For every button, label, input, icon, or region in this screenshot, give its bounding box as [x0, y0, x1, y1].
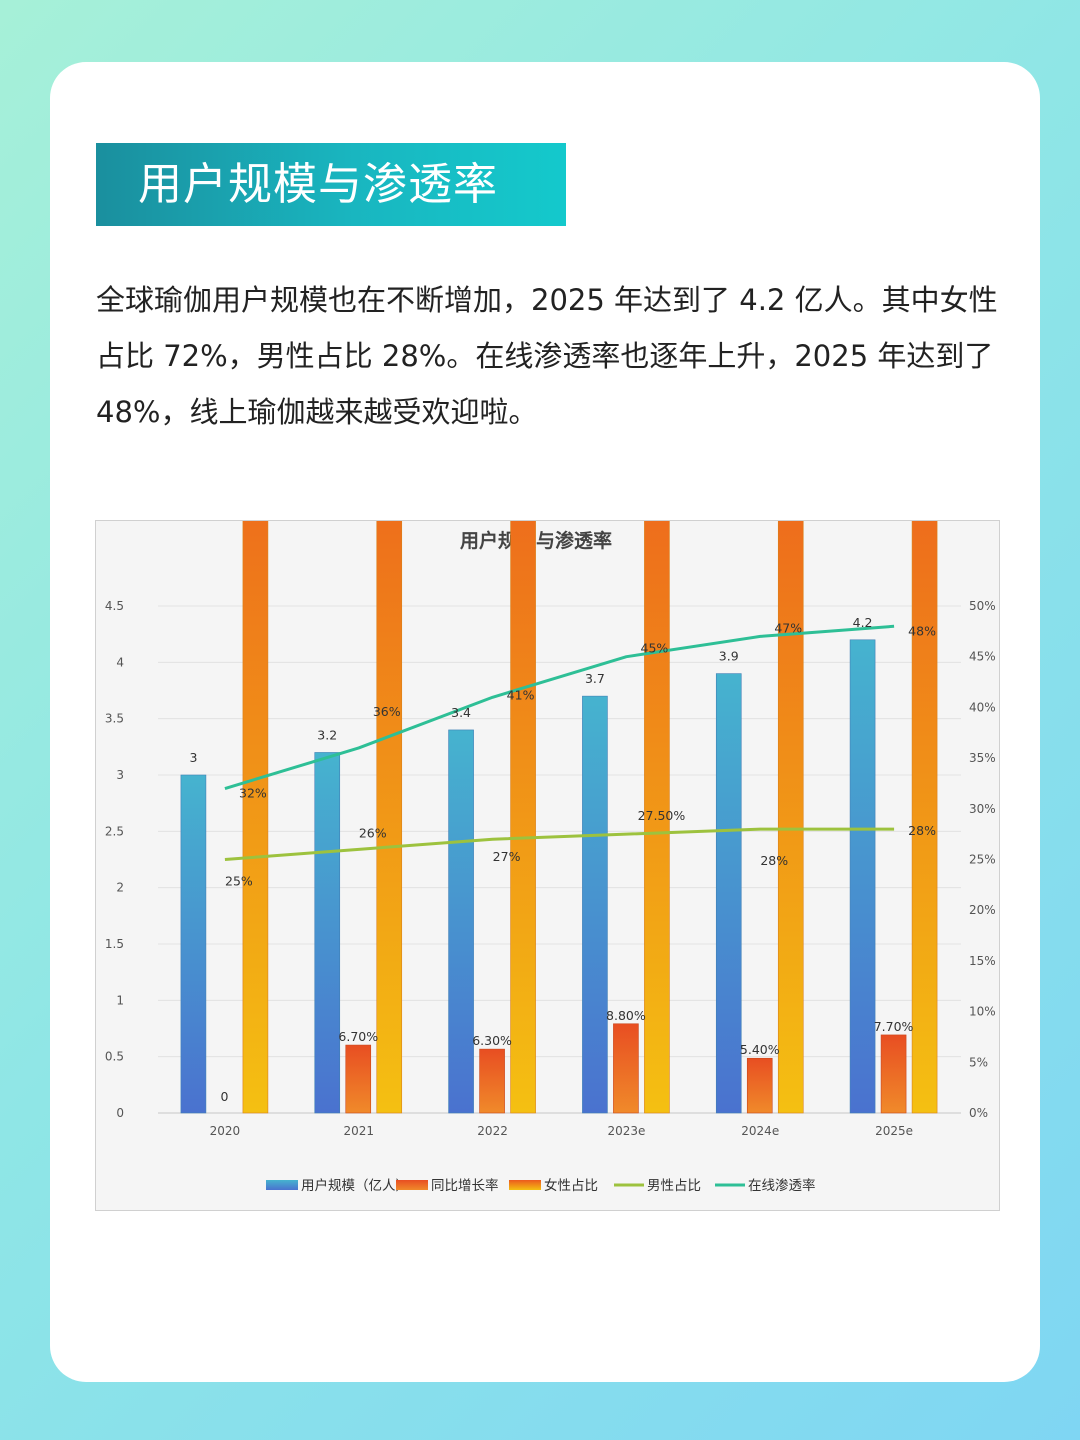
y-left-tick-label: 0 [116, 1106, 124, 1120]
bar-female [777, 521, 804, 1114]
y-right-tick-label: 40% [969, 700, 996, 714]
series-male-label: 27% [493, 849, 521, 864]
y-left-tick-label: 4 [116, 655, 124, 669]
bar-female [644, 521, 670, 1114]
y-right-tick-label: 35% [969, 751, 996, 765]
legend-swatch [266, 1180, 298, 1190]
series-online-label: 47% [774, 620, 802, 635]
y-right-tick-label: 20% [969, 903, 996, 917]
y-left-tick-label: 1 [116, 993, 124, 1007]
y-left-tick-label: 2 [116, 881, 124, 895]
bar-female [510, 521, 536, 1114]
series-male-label: 25% [225, 874, 253, 889]
bar-female [911, 521, 938, 1114]
y-right-tick-label: 15% [969, 954, 996, 968]
y-right-tick-label: 0% [969, 1106, 988, 1120]
series-online-label: 48% [908, 623, 936, 638]
bar-users-label: 3 [189, 750, 197, 765]
x-tick-label: 2021 [343, 1124, 374, 1138]
chart-title: 用户规模与渗透率 [460, 529, 612, 552]
x-tick-label: 2023e [607, 1124, 645, 1138]
series-male-label: 27.50% [638, 808, 686, 823]
section-heading: 用户规模与渗透率 [96, 143, 566, 226]
y-left-tick-label: 1.5 [105, 937, 124, 951]
content-card: 用户规模与渗透率 全球瑜伽用户规模也在不断增加，2025 年达到了 4.2 亿人… [50, 62, 1040, 1382]
bar-growth [613, 1023, 639, 1114]
series-male-label: 26% [359, 825, 387, 840]
bar-users [180, 774, 207, 1114]
legend-swatch [509, 1180, 541, 1190]
y-left-tick-label: 2.5 [105, 824, 124, 838]
y-right-tick-label: 45% [969, 650, 996, 664]
legend-label: 同比增长率 [431, 1177, 499, 1194]
y-right-tick-label: 50% [969, 599, 996, 613]
series-online-label: 36% [373, 704, 401, 719]
y-left-tick-label: 3 [116, 768, 124, 782]
bar-growth-label: 8.80% [606, 1008, 646, 1023]
bar-growth-label: 0 [220, 1089, 228, 1104]
intro-paragraph: 全球瑜伽用户规模也在不断增加，2025 年达到了 4.2 亿人。其中女性占比 7… [96, 283, 998, 429]
series-male-label: 28% [760, 853, 788, 868]
y-right-tick-label: 30% [969, 802, 996, 816]
y-right-tick-label: 25% [969, 853, 996, 867]
bar-growth-label: 6.30% [472, 1033, 512, 1048]
bar-growth [479, 1048, 505, 1114]
bar-users [582, 695, 608, 1114]
series-online-line [224, 624, 895, 790]
bar-users-label: 3.2 [317, 727, 337, 742]
series-online-label: 41% [507, 687, 535, 702]
chart-panel: 用户规模与渗透率 3075%3.26.70%74%3.46.30%73%3.78… [95, 520, 1000, 1211]
bar-users [715, 673, 742, 1114]
bar-users-label: 3.9 [719, 649, 739, 664]
bar-female [376, 521, 403, 1114]
bar-growth-label: 6.70% [338, 1029, 378, 1044]
bar-growth [880, 1034, 907, 1114]
bar-growth-label: 7.70% [874, 1019, 914, 1034]
y-left-tick-label: 3.5 [105, 712, 124, 726]
legend-swatch [396, 1180, 428, 1190]
bar-users [448, 729, 474, 1114]
y-right-tick-label: 5% [969, 1055, 988, 1069]
x-tick-label: 2024e [741, 1124, 779, 1138]
y-right-tick-label: 10% [969, 1005, 996, 1019]
bar-users [314, 752, 341, 1114]
legend-label: 用户规模（亿人） [301, 1177, 409, 1194]
combo-chart: 用户规模与渗透率 3075%3.26.70%74%3.46.30%73%3.78… [105, 521, 996, 1194]
series-online-label: 45% [641, 641, 669, 656]
legend-label: 男性占比 [647, 1178, 701, 1194]
bar-growth [345, 1044, 372, 1114]
bar-users-label: 3.7 [585, 671, 605, 686]
bar-female [242, 521, 269, 1114]
legend-label: 女性占比 [544, 1177, 598, 1194]
series-male-line [224, 827, 895, 861]
bar-growth-label: 5.40% [740, 1042, 780, 1057]
y-left-tick-label: 4.5 [105, 599, 124, 613]
y-left-tick-label: 0.5 [105, 1050, 124, 1064]
x-tick-label: 2022 [477, 1124, 508, 1138]
legend-label: 在线渗透率 [748, 1177, 816, 1194]
bar-users [849, 639, 876, 1114]
bar-growth [746, 1057, 773, 1114]
x-tick-label: 2020 [210, 1124, 241, 1138]
x-tick-label: 2025e [875, 1124, 913, 1138]
bar-users-label: 4.2 [853, 615, 873, 630]
series-online-label: 32% [239, 786, 267, 801]
bar-users-label: 3.4 [451, 705, 471, 720]
series-male-label: 28% [908, 823, 936, 838]
